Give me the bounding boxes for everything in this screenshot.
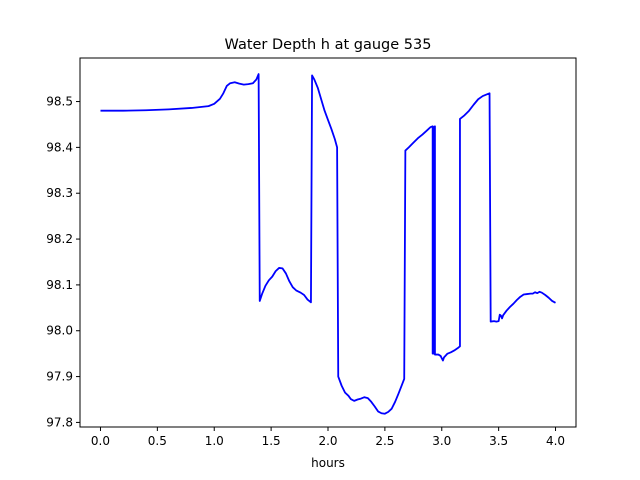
y-tick-label: 97.9 xyxy=(46,370,73,384)
x-tick-label: 1.0 xyxy=(205,434,224,448)
x-tick-label: 3.5 xyxy=(489,434,508,448)
x-tick-label: 2.0 xyxy=(318,434,337,448)
x-tick-label: 3.0 xyxy=(432,434,451,448)
x-tick-label: 0.5 xyxy=(148,434,167,448)
y-tick-label: 97.8 xyxy=(46,415,73,429)
chart-title: Water Depth h at gauge 535 xyxy=(225,37,432,53)
y-tick-label: 98.3 xyxy=(46,186,73,200)
x-tick-label: 4.0 xyxy=(546,434,565,448)
y-tick-label: 98.5 xyxy=(46,95,73,109)
y-tick-label: 98.1 xyxy=(46,278,73,292)
plot-frame xyxy=(79,57,577,428)
x-tick-label: 2.5 xyxy=(375,434,394,448)
axis-ticks: 0.0 0.5 1.0 1.5 2.0 2.5 3.0 3.5 4.0 97.8 97.9 98.0 9… xyxy=(46,95,565,448)
series-line xyxy=(100,73,556,415)
x-axis-label: hours xyxy=(311,456,345,470)
y-tick-label: 98.4 xyxy=(46,140,73,154)
plot-series-group xyxy=(100,73,556,415)
y-tick-label: 98.0 xyxy=(46,324,73,338)
y-tick-label: 98.2 xyxy=(46,232,73,246)
x-tick-label: 1.5 xyxy=(262,434,281,448)
x-tick-label: 0.0 xyxy=(91,434,110,448)
